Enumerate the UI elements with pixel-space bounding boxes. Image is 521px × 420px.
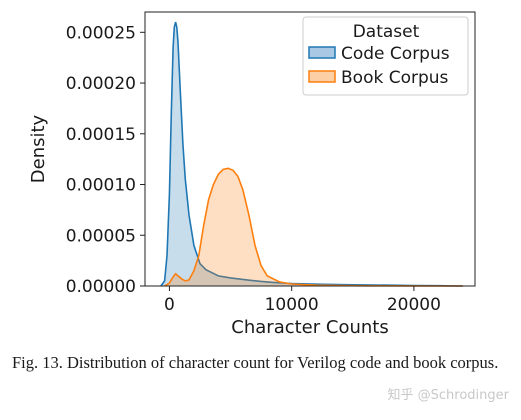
x-axis-label: Character Counts xyxy=(231,317,388,338)
density-area-book-corpus xyxy=(164,168,463,286)
legend-swatch-book-corpus xyxy=(308,70,336,83)
legend-box xyxy=(302,16,469,96)
y-tick-label: 0.00000 xyxy=(66,277,136,297)
legend-swatch-code-corpus xyxy=(308,46,336,59)
x-tick-label: 10000 xyxy=(265,295,319,315)
legend-title: Dataset xyxy=(353,22,420,42)
y-tick-label: 0.00025 xyxy=(66,23,136,43)
y-tick-label: 0.00005 xyxy=(66,226,136,246)
y-tick-label: 0.00015 xyxy=(66,125,136,145)
y-tick-label: 0.00020 xyxy=(66,74,136,94)
y-axis-label: Density xyxy=(28,114,49,183)
watermark: 知乎 @Schrodinger xyxy=(387,388,509,403)
figure-caption: Fig. 13. Distribution of character count… xyxy=(12,353,499,372)
y-tick-label: 0.00010 xyxy=(66,176,136,196)
plot-frame xyxy=(144,11,476,287)
legend-label-book-corpus: Book Corpus xyxy=(341,68,449,88)
density-area-code-corpus xyxy=(160,22,463,286)
density-line-book-corpus xyxy=(164,167,463,287)
density-chart: 0 10000 20000 0.00000 0.00005 0.00010 0.00015… xyxy=(28,11,476,338)
legend-label-code-corpus: Code Corpus xyxy=(341,44,450,64)
density-line-code-corpus xyxy=(160,21,463,287)
x-tick-label: 0 xyxy=(164,295,175,315)
x-tick-label: 20000 xyxy=(387,295,441,315)
legend: Dataset Code Corpus Book Corpus xyxy=(302,16,469,96)
